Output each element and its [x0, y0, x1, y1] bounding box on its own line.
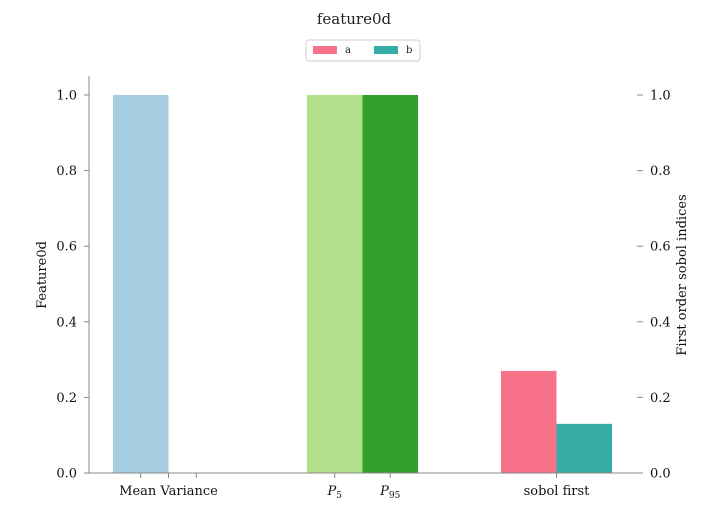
y-tick-label-right: 0.6: [650, 240, 671, 255]
legend-label-a: a: [345, 45, 351, 56]
y-tick-label-left: 0.4: [56, 315, 77, 330]
y-tick-label-left: 0.8: [56, 164, 77, 179]
bar-p5: [307, 95, 363, 473]
bar-b: [556, 423, 612, 473]
axes-group: 0.0 0.2 0.4 0.6 0.8 1.0 0.0 0.2 0.4 0.6 0.8 1.0 Mean…: [56, 76, 671, 501]
y-tick-label-right: 0.2: [650, 391, 671, 406]
bar-mean: [113, 95, 169, 473]
x-tick-label: P5: [327, 484, 343, 501]
y-axis-label-left: Feature0d: [35, 241, 50, 309]
y-tick-label-left: 1.0: [56, 89, 77, 104]
y-tick-label-right: 0.4: [650, 315, 671, 330]
bars-group: [113, 95, 612, 473]
legend-box: [305, 39, 421, 62]
x-tick-label: Mean Variance: [119, 484, 218, 499]
y-tick-label-right: 0.8: [650, 164, 671, 179]
y-tick-label-left: 0.2: [56, 391, 77, 406]
chart-title: feature0d: [317, 10, 392, 28]
legend-swatch-a: [313, 46, 337, 54]
y-tick-label-left: 0.0: [56, 467, 77, 482]
bar-a: [501, 370, 557, 473]
y-tick-label-right: 1.0: [650, 89, 671, 104]
legend-label-b: b: [406, 45, 412, 56]
x-tick-label: P95: [379, 484, 400, 501]
y-tick-label-left: 0.6: [56, 240, 77, 255]
y-tick-label-right: 0.0: [650, 467, 671, 482]
legend-swatch-b: [374, 46, 398, 54]
x-tick-label: sobol first: [524, 484, 590, 499]
bar-p95: [362, 95, 418, 473]
y-axis-label-right: First order sobol indices: [675, 194, 690, 355]
